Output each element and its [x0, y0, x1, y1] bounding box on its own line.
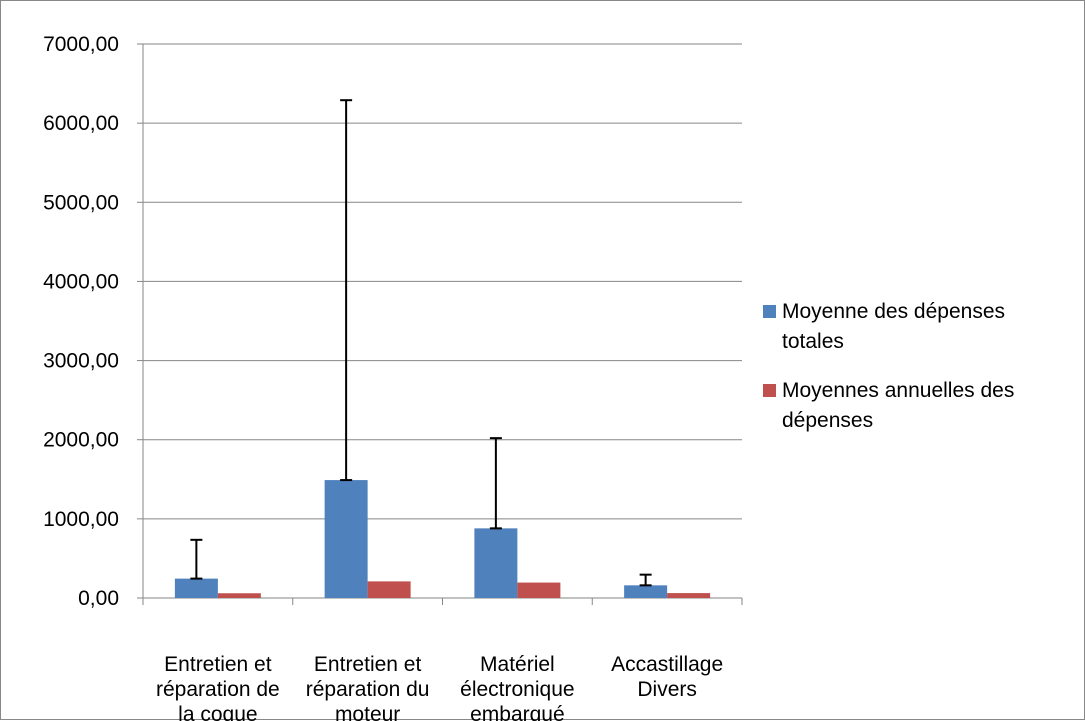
category-label: moteur	[335, 703, 400, 721]
bar	[217, 593, 261, 598]
category-label: réparation du	[306, 678, 430, 701]
error-bars	[190, 99, 652, 587]
y-tick-label: 0,00	[78, 587, 119, 610]
category-label: embarqué	[470, 703, 565, 721]
legend-label: Moyenne des dépenses	[782, 300, 1005, 323]
category-label: réparation de	[156, 678, 280, 701]
y-tick-label: 7000,00	[43, 33, 119, 56]
y-tick-label: 5000,00	[43, 191, 119, 214]
category-label: Matériel	[480, 653, 555, 676]
bars	[174, 480, 711, 598]
bar	[624, 585, 668, 598]
bar	[174, 578, 218, 598]
bar	[474, 528, 518, 598]
y-tick-label: 1000,00	[43, 508, 119, 531]
y-tick-label: 3000,00	[43, 350, 119, 373]
category-label: Entretien et	[164, 653, 272, 676]
bar	[517, 582, 561, 598]
category-label: électronique	[460, 678, 574, 701]
legend-label: dépenses	[782, 409, 873, 432]
category-label: Accastillage	[611, 653, 723, 676]
category-label: Divers	[637, 678, 697, 701]
category-label: Entretien et	[314, 653, 422, 676]
y-tick-label: 6000,00	[43, 112, 119, 135]
bar	[667, 593, 711, 598]
bar	[324, 480, 368, 598]
bar	[367, 581, 411, 598]
y-tick-label: 4000,00	[43, 270, 119, 293]
y-axis: 0,00 1000,00 2000,00 3000,00 4000,00 5000,00 6…	[43, 33, 144, 610]
category-label: la coque	[178, 703, 257, 721]
y-tick-label: 2000,00	[43, 429, 119, 452]
gridlines	[143, 43, 742, 520]
legend-swatch	[763, 384, 776, 397]
legend: Moyenne des dépenses totales Moyennes annu…	[763, 300, 1014, 432]
legend-swatch	[763, 305, 776, 318]
legend-label: totales	[782, 330, 844, 353]
legend-label: Moyennes annuelles des	[782, 379, 1014, 402]
